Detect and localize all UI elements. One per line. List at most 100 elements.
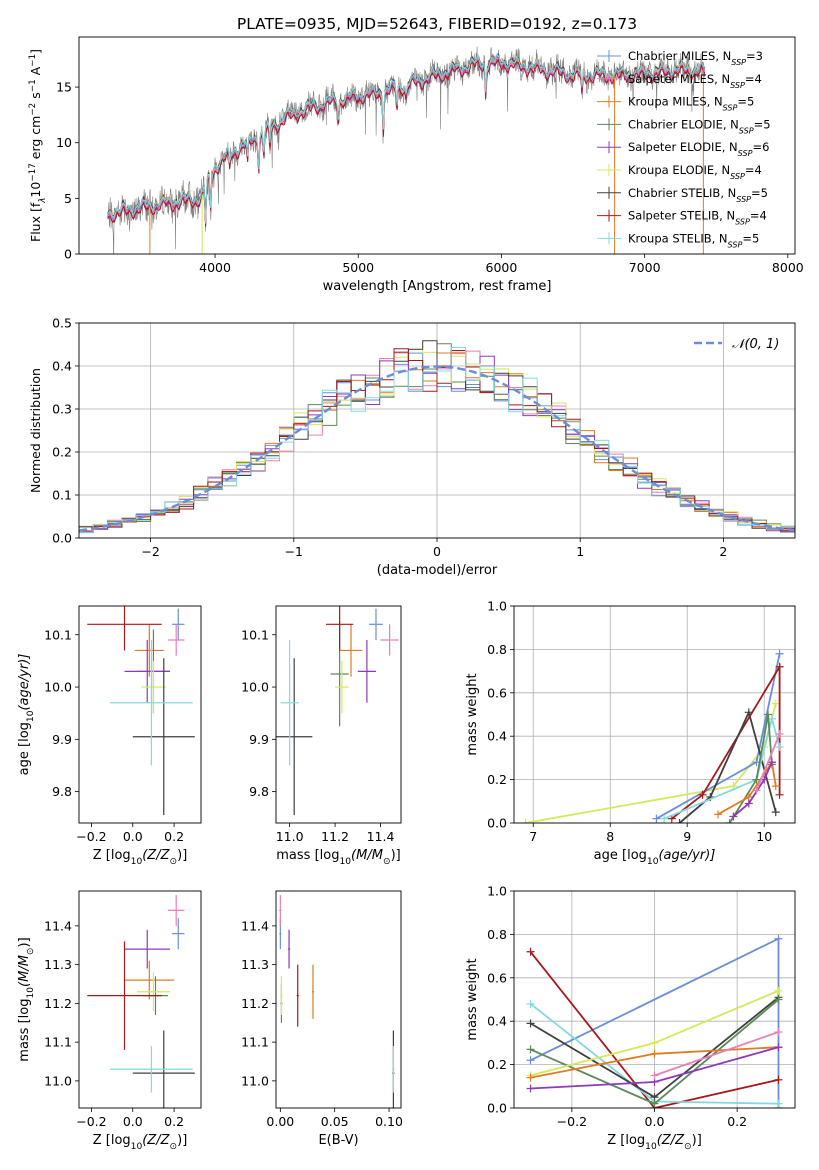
age_vs_Z-xlabel: Z [log10(Z/Z⊙)] [93,848,188,867]
weight_vs_age-marker-chabrier-elodie [725,819,734,823]
weight_vs_age-ylabel-part: mass weight [465,673,480,755]
weight_vs_age-xtick-label: 9 [683,829,691,844]
mass_vs_Z-ytick-label: 11.4 [44,918,72,933]
age_vs_Z-ytick-label: 10.1 [44,627,72,642]
weight_vs_age-xlabel-part: (age/yr)] [658,848,715,863]
residuals-ytick-label: 0.5 [52,316,72,331]
weight_vs_Z-plot-area [526,934,783,1108]
age_vs_Z-xtick-label: 0.2 [164,829,184,844]
weight_vs_age-ytick-label: 0.0 [487,816,507,831]
weight_vs_age-marker-kroupa-elodie [771,699,780,708]
mass_vs_Z-xlabel-part: ⊙ [170,1142,178,1152]
residuals-xtick-label: 2 [719,544,727,559]
mass_vs_Z-ylabel-part: (M/M [17,955,32,987]
weight_vs_age-marker-chabrier-miles [652,814,661,823]
mass_vs_Z-plot-area [87,894,195,1108]
weight_vs_age-line-kroupa-elodie [525,703,777,823]
legend-entry-kroupa-miles: Kroupa MILES, NSSP=5 [628,95,754,113]
legend-entry-salpeter-elodie-part: SSP [738,149,753,158]
mass_vs_Z-ylabel-part: )] [17,937,32,947]
weight_vs_Z-panel: −0.2 0.0 0.2 0.0 0.2 0.4 0.6 0.8 1.0 Z [log10(Z/Z… [465,884,796,1152]
age_vs_Z-xlabel-part: Z [log [93,848,131,863]
legend-entry-salpeter-miles: Salpeter MILES, NSSP=4 [628,72,762,90]
residuals-xtick-label: 1 [576,544,584,559]
legend-entry-chabrier-stelib-part: Chabrier STELIB, N [628,186,736,200]
legend-entry-chabrier-miles-part: SSP [731,58,746,67]
legend-entry-kroupa-stelib-part: =5 [742,231,759,245]
weight_vs_Z-ytick-label: 0.8 [487,927,507,942]
weight_vs_Z-marker-chabrier-elodie [774,995,783,1004]
mass_vs_EBV-xtick-label: 0.00 [266,1114,294,1129]
spectrum-ylabel-part: s [28,92,43,103]
spectrum-ylabel: Flux [fλ10−17 erg cm−2 s−1 A−1] [28,49,48,242]
age_vs_mass-frame [275,605,402,824]
weight_vs_Z-xlabel-part: 10 [645,1142,657,1152]
weight_vs_age-marker-salpeter-elodie [744,799,753,808]
weight_vs_age-marker-salpeter-miles [775,730,784,739]
weight_vs_age-ytick-label: 0.4 [487,729,507,744]
legend-entry-salpeter-stelib-part: Salpeter STELIB, N [628,209,735,223]
legend-entry-salpeter-miles-part: =4 [745,72,762,86]
weight_vs_Z-marker-kroupa-elodie [774,986,783,995]
weight_vs_age-xtick-label: 7 [529,829,537,844]
spectrum-xtick-label: 6000 [486,260,518,275]
age_vs_Z-ytick-label: 10.0 [44,680,72,695]
mass_vs_Z-xtick-label: 0.2 [164,1114,184,1129]
weight_vs_age-marker-salpeter-stelib [698,790,707,799]
hist-kroupa-stelib [79,347,795,536]
residuals-xtick-label: −1 [285,544,303,559]
legend-entry-salpeter-stelib: Salpeter STELIB, NSSP=4 [628,209,767,227]
mass_vs_Z-ytick-label: 11.3 [44,957,72,972]
weight_vs_Z-marker-chabrier-stelib [526,1019,535,1028]
mass_vs_Z-xlabel-part: (Z/Z [142,1133,170,1148]
spectrum-ylabel-part: λ [38,198,48,204]
weight_vs_Z-marker-salpeter-miles [774,1028,783,1037]
age_vs_mass-ytick-label: 9.8 [249,784,269,799]
residuals-plot-area [79,340,795,536]
legend-entry-chabrier-elodie: Chabrier ELODIE, NSSP=5 [628,117,771,135]
weight_vs_age-marker-salpeter-stelib [775,790,784,799]
weight_vs_age-ytick-label: 0.2 [487,772,507,787]
weight_vs_Z-xlabel-part: Z [log [607,1133,645,1148]
age_vs_Z-ylabel-part: 10 [26,710,36,722]
spectrum-panel: 4000 5000 6000 7000 8000 0 5 10 15 wavelength [An… [28,36,804,294]
weight_vs_Z-marker-salpeter-miles [650,1071,659,1080]
weight_vs_age-line-chabrier-elodie [728,714,773,823]
age_vs_Z-ytick-label: 9.9 [52,732,72,747]
spectrum-xtick-label: 4000 [199,260,231,275]
age_vs_mass-xlabel-part: )] [391,848,401,863]
age_vs_mass-xlabel-part: (M/M [351,848,383,863]
spectrum-xlabel-part: wavelength [Angstrom, rest frame] [323,279,552,294]
weight_vs_age-marker-chabrier-stelib [675,819,684,823]
weight_vs_Z-marker-chabrier-elodie [650,1099,659,1108]
spectrum-ylabel-part: −2 [28,103,38,116]
weight_vs_age-marker-chabrier-elodie [764,710,773,719]
weight_vs_age-marker-kroupa-stelib [660,814,669,823]
age_vs_Z-xlabel-part: 10 [131,857,143,867]
residuals-ylabel-part: Normed distribution [28,368,43,493]
weight_vs_age-ytick-label: 1.0 [487,599,507,614]
age_vs_Z-ylabel-part: age [log [17,722,32,775]
age_vs_Z-xlabel-part: (Z/Z [142,848,170,863]
weight_vs_Z-marker-salpeter-stelib [774,1075,783,1084]
weight_vs_age-xlabel: age [log10(age/yr)] [594,848,716,867]
mass_vs_Z-xtick-label: −0.2 [76,1114,106,1129]
legend-entry-salpeter-elodie-part: Salpeter ELODIE, N [628,140,738,154]
weight_vs_age-marker-kroupa-miles [771,782,780,791]
residuals-ylabel: Normed distribution [28,368,43,493]
weight_vs_age-marker-salpeter-elodie [729,812,738,821]
legend-entry-chabrier-stelib-part: =5 [751,186,768,200]
mass_vs_Z-frame [78,890,202,1109]
legend-entry-kroupa-miles-part: =5 [737,95,754,109]
mass_vs_EBV-xlabel-part: E(B-V) [318,1133,358,1148]
mass_vs_Z-ytick-label: 11.1 [44,1035,72,1050]
age_vs_Z-ytick-label: 9.8 [52,784,72,799]
residuals-ytick-label: 0.2 [52,445,72,460]
weight_vs_Z-xtick-label: 0.2 [727,1114,747,1129]
mass_vs_Z-ytick-label: 11.0 [44,1073,72,1088]
mass_vs_EBV-ytick-label: 11.4 [241,918,269,933]
weight_vs_age-marker-chabrier-elodie [752,775,761,784]
mass_vs_EBV-ytick-label: 11.3 [241,957,269,972]
spectrum-ytick-label: 10 [56,135,72,150]
